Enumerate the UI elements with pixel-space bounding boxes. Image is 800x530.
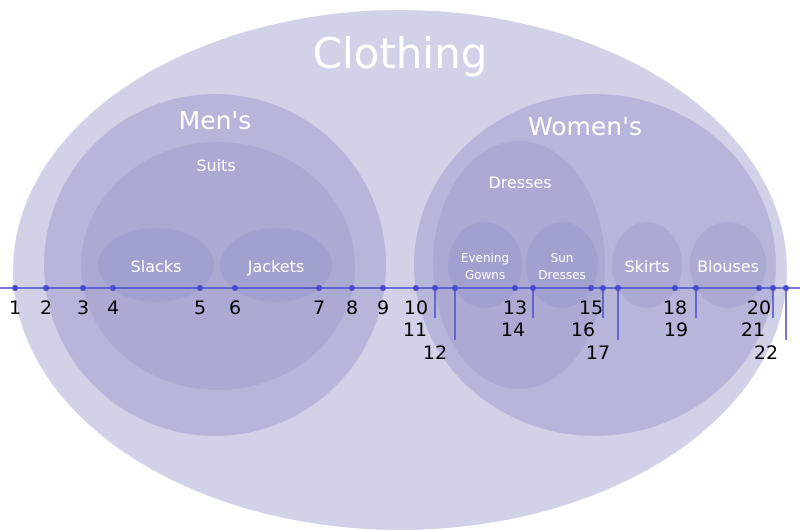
point-22 xyxy=(783,285,789,291)
point-19 xyxy=(693,285,699,291)
number-label-18: 18 xyxy=(663,297,687,319)
number-label-12: 12 xyxy=(423,342,447,364)
set-blouses xyxy=(690,222,766,308)
number-label-8: 8 xyxy=(346,297,358,319)
label-evening-gowns-1: Evening xyxy=(461,251,509,265)
point-7 xyxy=(316,285,322,291)
point-5 xyxy=(197,285,203,291)
point-12 xyxy=(452,285,458,291)
point-21 xyxy=(770,285,776,291)
label-mens: Men's xyxy=(179,106,252,135)
number-label-20: 20 xyxy=(747,297,771,319)
number-label-10: 10 xyxy=(404,297,428,319)
point-1 xyxy=(12,285,18,291)
point-11 xyxy=(432,285,438,291)
point-15 xyxy=(588,285,594,291)
number-label-3: 3 xyxy=(77,297,89,319)
set-jackets xyxy=(220,228,332,302)
point-3 xyxy=(80,285,86,291)
number-label-13: 13 xyxy=(503,297,527,319)
point-18 xyxy=(672,285,678,291)
point-17 xyxy=(615,285,621,291)
point-14 xyxy=(530,285,536,291)
number-label-7: 7 xyxy=(313,297,325,319)
label-suits: Suits xyxy=(196,156,235,175)
number-label-14: 14 xyxy=(501,319,525,341)
number-label-15: 15 xyxy=(579,297,603,319)
point-9 xyxy=(380,285,386,291)
set-evening-gowns xyxy=(448,222,522,308)
number-label-19: 19 xyxy=(664,319,688,341)
number-label-11: 11 xyxy=(403,319,427,341)
point-4 xyxy=(110,285,116,291)
label-sun-dresses-2: Dresses xyxy=(538,268,585,282)
point-6 xyxy=(232,285,238,291)
point-8 xyxy=(349,285,355,291)
point-20 xyxy=(756,285,762,291)
label-womens: Women's xyxy=(528,112,642,141)
number-label-1: 1 xyxy=(9,297,21,319)
number-label-17: 17 xyxy=(586,342,610,364)
number-label-16: 16 xyxy=(571,319,595,341)
number-label-4: 4 xyxy=(107,297,119,319)
number-label-22: 22 xyxy=(754,342,778,364)
label-sun-dresses-1: Sun xyxy=(551,251,574,265)
label-slacks: Slacks xyxy=(131,257,182,276)
set-sun-dresses xyxy=(526,222,598,308)
label-clothing: Clothing xyxy=(313,29,488,78)
number-label-2: 2 xyxy=(40,297,52,319)
label-evening-gowns-2: Gowns xyxy=(465,268,505,282)
number-label-9: 9 xyxy=(377,297,389,319)
label-skirts: Skirts xyxy=(624,257,669,276)
point-10 xyxy=(413,285,419,291)
point-13 xyxy=(512,285,518,291)
number-label-21: 21 xyxy=(741,319,765,341)
set-slacks xyxy=(98,228,214,302)
number-label-5: 5 xyxy=(194,297,206,319)
set-suits xyxy=(81,142,355,390)
label-blouses: Blouses xyxy=(697,257,759,276)
point-16 xyxy=(600,285,606,291)
set-skirts xyxy=(612,222,682,308)
label-jackets: Jackets xyxy=(247,257,304,276)
point-2 xyxy=(43,285,49,291)
number-label-6: 6 xyxy=(229,297,241,319)
label-dresses: Dresses xyxy=(488,173,551,192)
